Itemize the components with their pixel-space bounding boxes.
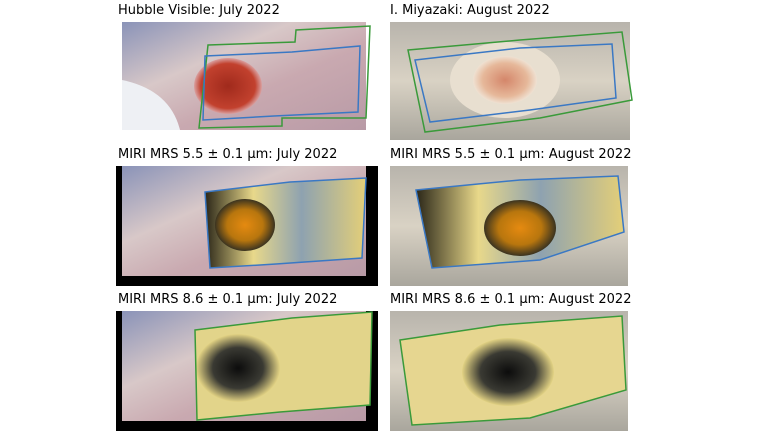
panel: MIRI MRS 5.5 ± 0.1 µm: August 2022 <box>390 147 631 286</box>
image-feature <box>196 334 280 402</box>
outline <box>399 315 627 426</box>
image-feature <box>473 56 537 104</box>
outline <box>204 177 367 269</box>
image-feature <box>194 58 262 114</box>
image-feature <box>484 200 556 256</box>
outline <box>194 311 373 421</box>
image-feature <box>215 199 275 251</box>
panel: MIRI MRS 8.6 ± 0.1 µm: July 2022 <box>116 292 378 431</box>
panel-title: MIRI MRS 8.6 ± 0.1 µm: July 2022 <box>118 292 337 307</box>
image-feature <box>122 80 180 130</box>
panel-title: Hubble Visible: July 2022 <box>118 3 280 18</box>
outline <box>407 31 633 133</box>
panel-title: MIRI MRS 8.6 ± 0.1 µm: August 2022 <box>390 292 631 307</box>
panel: MIRI MRS 5.5 ± 0.1 µm: July 2022 <box>116 147 378 286</box>
image-feature <box>462 338 554 406</box>
outline <box>415 175 625 269</box>
panel-title: I. Miyazaki: August 2022 <box>390 3 550 18</box>
panel: I. Miyazaki: August 2022 <box>390 3 633 140</box>
panel-title: MIRI MRS 5.5 ± 0.1 µm: August 2022 <box>390 147 631 162</box>
panel-title: MIRI MRS 5.5 ± 0.1 µm: July 2022 <box>118 147 337 162</box>
outline <box>202 45 361 121</box>
panel: Hubble Visible: July 2022 <box>118 3 371 130</box>
panel: MIRI MRS 8.6 ± 0.1 µm: August 2022 <box>390 292 631 431</box>
outline <box>198 25 371 129</box>
outline <box>414 43 617 123</box>
